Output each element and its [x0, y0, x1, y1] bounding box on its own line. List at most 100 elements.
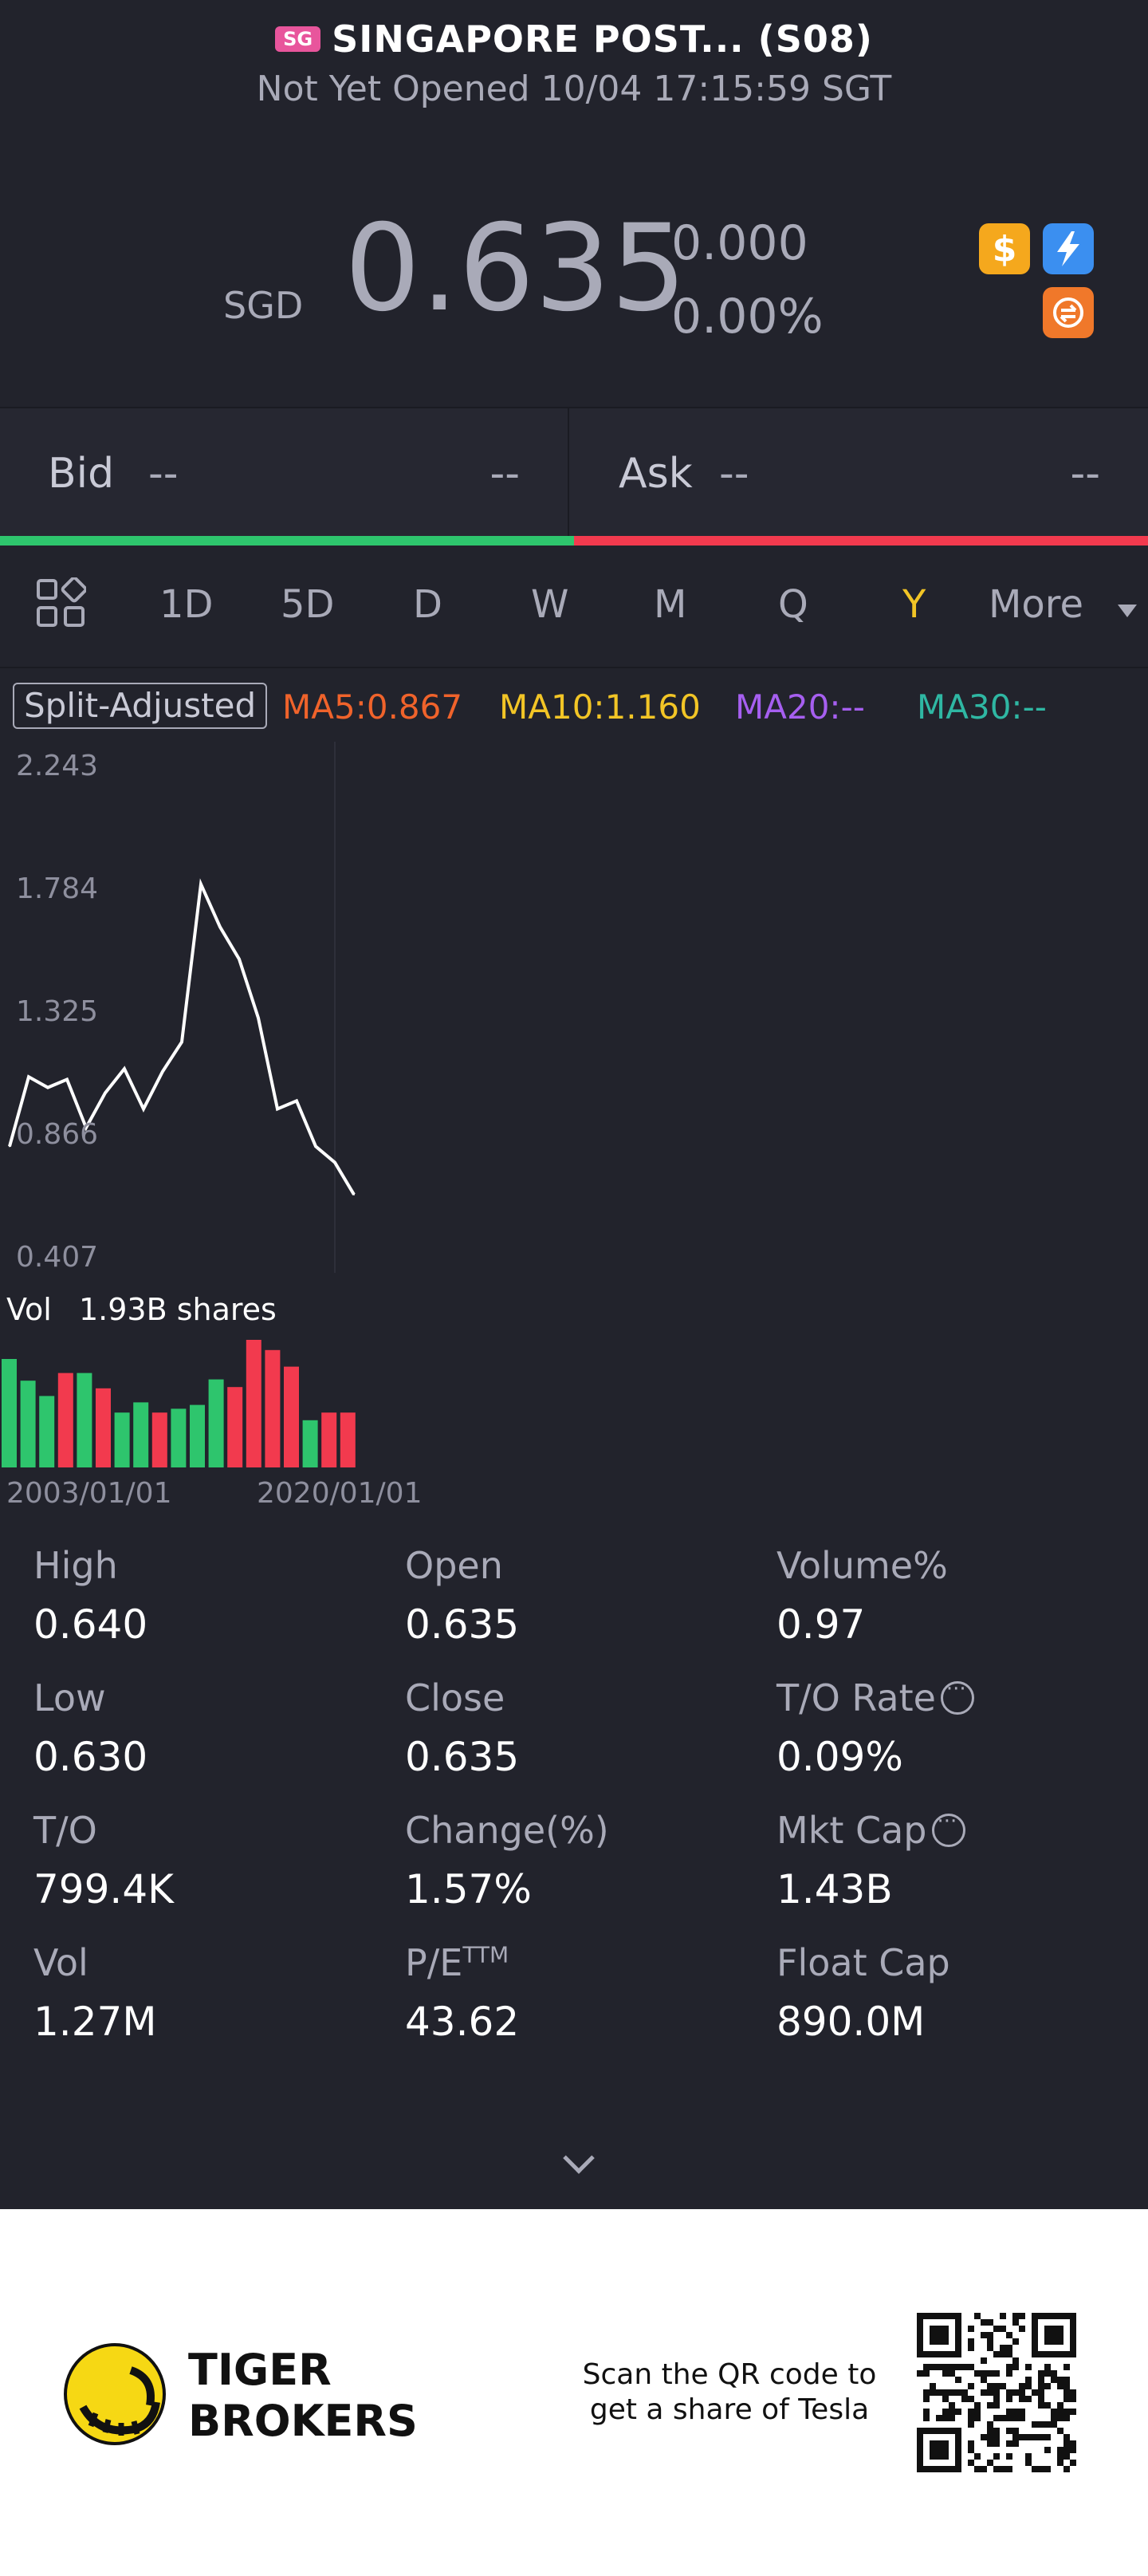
- stat-label: T/O: [33, 1809, 97, 1852]
- tab-q[interactable]: Q: [778, 582, 808, 627]
- tab-m[interactable]: M: [654, 582, 687, 627]
- info-icon[interactable]: [940, 1677, 974, 1715]
- stat-label: Mkt Cap: [776, 1809, 927, 1852]
- volume-bar: [133, 1402, 149, 1467]
- stat-float-cap: Float Cap 890.0M: [776, 1941, 950, 2045]
- y-tick-label: 1.784: [16, 872, 99, 905]
- chart-canvas: [2, 742, 356, 1467]
- change-percent: 0.00%: [671, 289, 824, 345]
- price-point: [9, 1145, 10, 1148]
- price-point: [277, 1108, 278, 1110]
- volume-bar: [77, 1373, 92, 1467]
- ask-size: --: [1070, 450, 1100, 498]
- y-tick-label: 2.243: [16, 750, 99, 782]
- ma20-label: MA20:--: [735, 687, 865, 727]
- stat-label: Close: [405, 1676, 505, 1719]
- bolt-icon[interactable]: [1043, 223, 1094, 274]
- expand-chevron-icon[interactable]: [563, 2142, 595, 2174]
- tab-y[interactable]: Y: [902, 582, 926, 627]
- price-point: [238, 958, 240, 960]
- stat-market-cap: Mkt Cap 1.43B: [776, 1809, 965, 1912]
- promo-text: Scan the QR code to get a share of Tesla: [558, 2357, 901, 2428]
- price-point: [47, 1086, 49, 1089]
- price-point: [258, 1017, 259, 1019]
- price-chart[interactable]: 2.243 1.784 1.325 0.866 0.407 Vol 1.93B shar…: [0, 734, 1148, 1515]
- tab-more[interactable]: More: [989, 582, 1083, 627]
- volume-bar: [340, 1412, 356, 1467]
- volume-bar: [227, 1387, 243, 1467]
- period-tabs: 1D 5D D W M Q Y More: [0, 544, 1148, 668]
- layout-grid-icon[interactable]: [35, 577, 86, 628]
- ma5-label: MA5:0.867: [282, 687, 463, 727]
- price-point: [334, 1161, 336, 1164]
- brand-name: TIGER BROKERS: [188, 2345, 418, 2447]
- stat-label: Open: [405, 1544, 503, 1587]
- stat-value: 0.635: [405, 1601, 520, 1648]
- stat-turnover-rate: T/O Rate 0.09%: [776, 1676, 974, 1780]
- price-point: [124, 1068, 125, 1070]
- swap-icon[interactable]: [1043, 287, 1094, 338]
- stat-value: 0.97: [776, 1601, 866, 1648]
- stat-label: Float Cap: [776, 1941, 950, 1984]
- split-adjusted-button[interactable]: Split-Adjusted: [13, 683, 268, 729]
- stat-turnover: T/O 799.4K: [33, 1809, 174, 1912]
- price-point: [66, 1078, 68, 1081]
- price-point: [181, 1041, 183, 1043]
- volume-bar: [302, 1420, 318, 1467]
- promo-line1: Scan the QR code to: [582, 2358, 877, 2391]
- stat-pe: P/ETTM 43.62: [405, 1941, 519, 2045]
- price-point: [143, 1108, 144, 1110]
- info-icon[interactable]: [931, 1810, 965, 1847]
- price-point: [353, 1193, 355, 1195]
- qr-code-image[interactable]: [917, 2313, 1076, 2472]
- brand-line1: TIGER: [188, 2345, 332, 2395]
- tab-w[interactable]: W: [531, 582, 569, 627]
- stat-value: 890.0M: [776, 1999, 926, 2045]
- stat-value: 0.640: [33, 1601, 148, 1648]
- volume-bar: [171, 1408, 187, 1467]
- price-point: [28, 1076, 29, 1078]
- stat-value: 1.27M: [33, 1999, 157, 2045]
- price-point: [219, 926, 221, 928]
- stat-value: 0.630: [33, 1734, 148, 1780]
- price-point: [104, 1092, 106, 1094]
- tiger-logo-icon: [64, 2343, 166, 2445]
- volume-value: 1.93B shares: [78, 1292, 277, 1327]
- chevron-down-icon[interactable]: [1118, 605, 1137, 617]
- stat-label-sup: TTM: [462, 1941, 509, 1968]
- y-tick-label: 1.325: [16, 995, 99, 1028]
- stat-value: 43.62: [405, 1999, 520, 2045]
- tab-d[interactable]: D: [413, 582, 442, 627]
- ask-strength-bar: [574, 536, 1148, 546]
- moving-average-row: Split-Adjusted MA5:0.867 MA10:1.160 MA20…: [0, 683, 1148, 731]
- stat-value: 1.57%: [405, 1866, 532, 1912]
- ma10-label: MA10:1.160: [499, 687, 701, 727]
- brand-line2: BROKERS: [188, 2396, 418, 2446]
- volume-bar: [39, 1396, 55, 1467]
- volume-bar: [246, 1340, 261, 1467]
- volume-bar: [284, 1366, 299, 1467]
- bid-ask-panel: Bid -- -- Ask -- --: [0, 407, 1148, 546]
- volume-bar: [190, 1404, 205, 1467]
- currency-label: SGD: [223, 284, 304, 327]
- stat-label: T/O Rate: [776, 1676, 936, 1719]
- market-flag-badge: SG: [275, 26, 321, 52]
- stat-value: 0.635: [405, 1734, 520, 1780]
- ma30-label: MA30:--: [917, 687, 1047, 727]
- price-point: [85, 1126, 87, 1128]
- ask-box: Ask -- --: [571, 408, 1148, 536]
- y-tick-label: 0.407: [16, 1241, 99, 1274]
- bid-size: --: [489, 450, 520, 498]
- volume-title: Vol: [6, 1292, 52, 1327]
- price-point: [162, 1070, 163, 1073]
- promo-line2: get a share of Tesla: [589, 2393, 870, 2426]
- volume-bar: [20, 1381, 36, 1467]
- tab-1d[interactable]: 1D: [159, 582, 214, 627]
- bid-strength-bar: [0, 536, 574, 546]
- promo-footer: TIGER BROKERS Scan the QR code to get a …: [0, 2209, 1148, 2576]
- volume-bar: [96, 1388, 111, 1467]
- tab-5d[interactable]: 5D: [281, 582, 335, 627]
- volume-bar: [57, 1373, 73, 1467]
- volume-bar: [321, 1412, 337, 1467]
- dollar-icon[interactable]: $: [979, 223, 1030, 274]
